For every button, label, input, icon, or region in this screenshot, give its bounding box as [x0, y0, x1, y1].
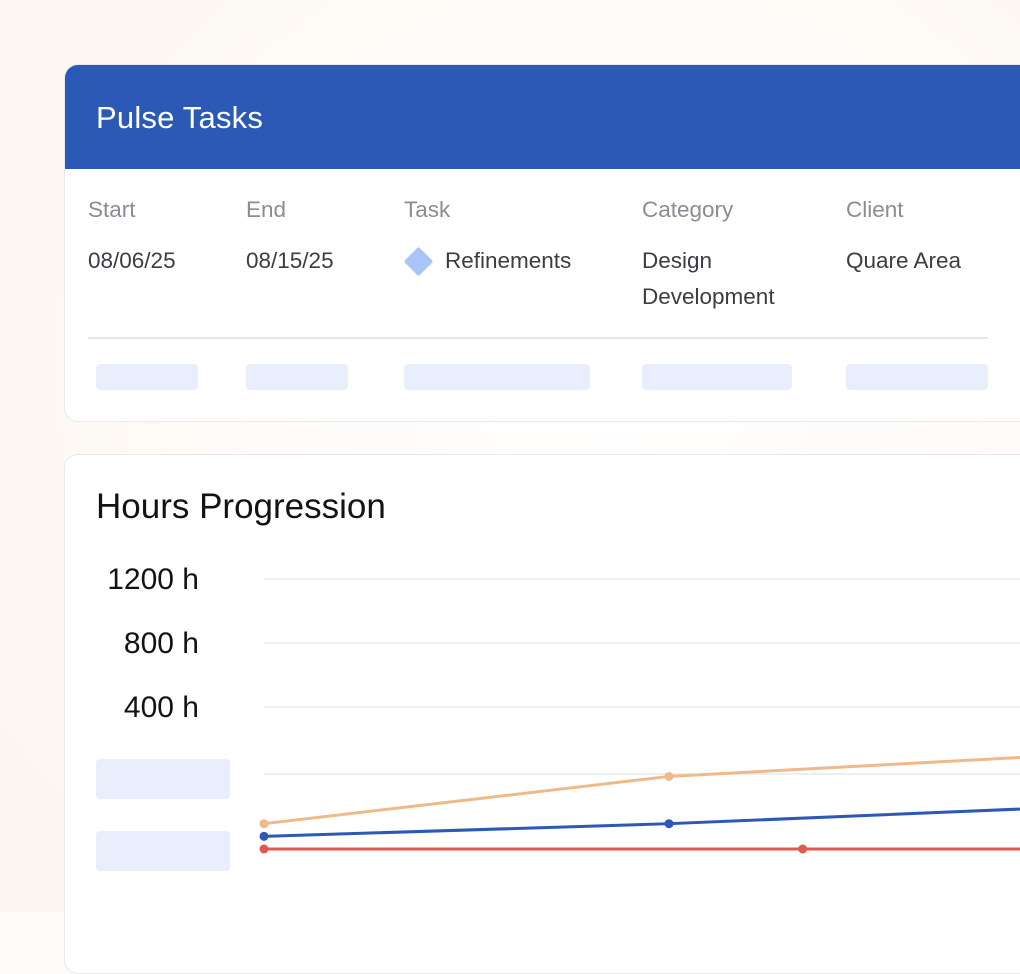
- series-point[interactable]: [664, 819, 674, 829]
- skeleton-category: [642, 364, 792, 390]
- task-column: Task Refinements: [403, 197, 572, 279]
- category-value-line2: Development: [642, 284, 775, 309]
- category-value-line1: Design: [642, 248, 713, 273]
- client-column: Client Quare Area: [846, 197, 961, 279]
- task-name: Refinements: [445, 248, 572, 273]
- y-tick-label: 1200 h: [107, 563, 199, 596]
- skeleton-task: [404, 364, 590, 390]
- start-value: 08/06/25: [88, 248, 176, 273]
- task-label: Task: [404, 197, 451, 222]
- start-label: Start: [88, 197, 136, 222]
- y-tick-label: 800 h: [123, 627, 199, 660]
- row-divider: [88, 337, 988, 339]
- skeleton-start: [96, 364, 198, 390]
- skeleton-y-label: [96, 759, 230, 799]
- hours-card-title: Hours Progression: [96, 487, 386, 526]
- skeleton-client: [846, 364, 988, 390]
- series-point[interactable]: [259, 844, 269, 854]
- pulse-tasks-card: Pulse Tasks Start 08/06/25 End 08/15/25 …: [64, 64, 1020, 422]
- skeleton-end: [246, 364, 348, 390]
- client-value: Quare Area: [846, 248, 962, 273]
- hours-chart: [259, 578, 1020, 854]
- series-point[interactable]: [259, 831, 269, 841]
- series-point[interactable]: [798, 844, 808, 854]
- series-point[interactable]: [664, 771, 674, 781]
- tasks-card-title: Pulse Tasks: [96, 100, 264, 135]
- skeleton-y-label: [96, 831, 230, 871]
- end-column: End 08/15/25: [246, 197, 334, 279]
- task-value[interactable]: Refinements: [403, 243, 572, 279]
- y-tick-label: 400 h: [123, 691, 199, 724]
- tasks-card-header: Pulse Tasks: [65, 65, 1020, 169]
- category-label: Category: [642, 197, 734, 222]
- diamond-icon: [403, 246, 434, 276]
- end-value: 08/15/25: [246, 248, 334, 273]
- end-label: End: [246, 197, 287, 222]
- category-column: Category Design Development: [642, 197, 775, 315]
- client-label: Client: [846, 197, 904, 222]
- series-point[interactable]: [259, 819, 269, 829]
- hours-progression-card: Hours Progression 1200 h 800 h 400 h: [64, 454, 1020, 974]
- category-value: Design Development: [642, 243, 775, 315]
- start-column: Start 08/06/25: [88, 197, 176, 279]
